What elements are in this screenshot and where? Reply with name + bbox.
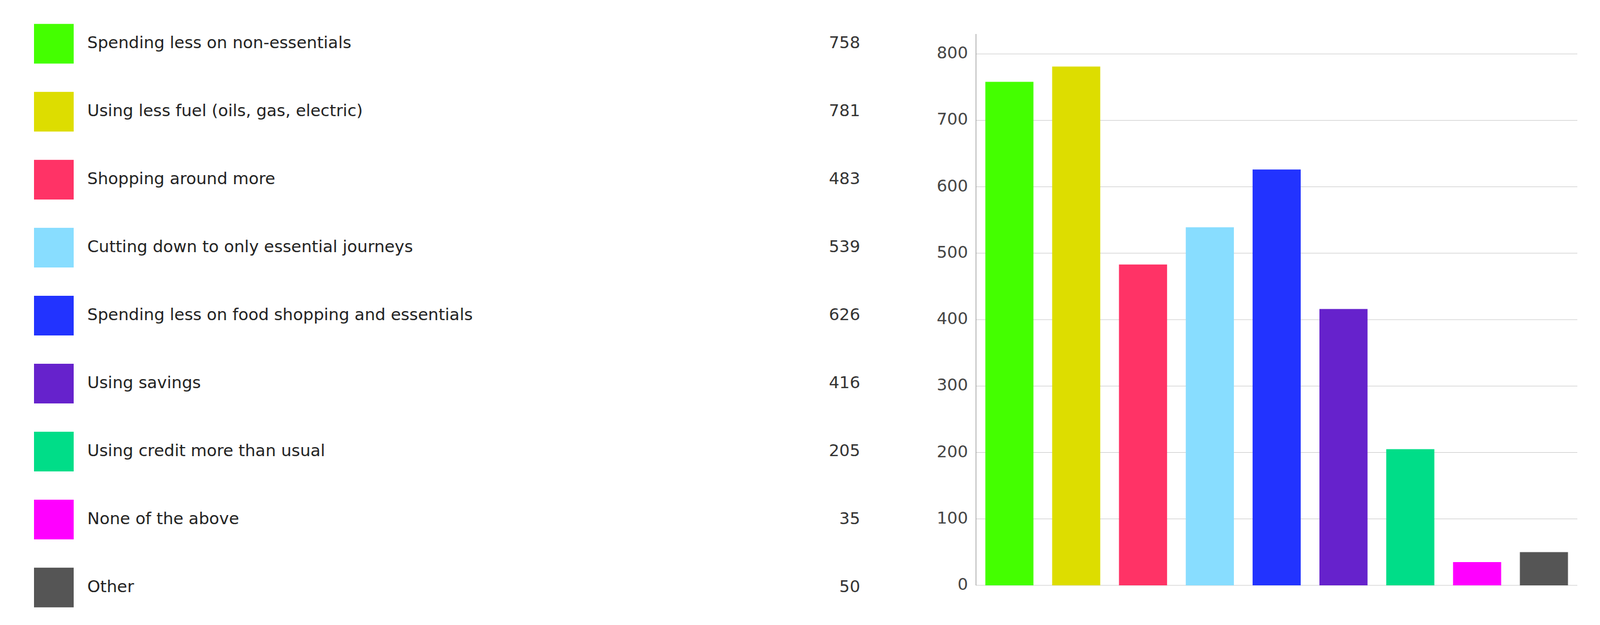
legend-swatch <box>34 567 74 608</box>
y-tick-label: 200 <box>936 442 969 462</box>
legend-label: Spending less on non-essentials <box>87 32 352 53</box>
y-axis: 0 100 200 300 400 500 600 700 800 <box>936 34 1578 594</box>
legend-swatch <box>34 159 74 200</box>
legend-swatch <box>34 91 74 132</box>
legend-label: Using credit more than usual <box>87 440 326 461</box>
y-tick-label: 400 <box>936 308 969 329</box>
chart-svg: Spending less on non-essentials 758 Using … <box>0 0 1600 625</box>
legend-value: 758 <box>828 32 860 53</box>
bars <box>985 66 1569 586</box>
legend-value: 781 <box>828 100 860 121</box>
bar <box>1185 227 1234 586</box>
y-tick-label: 700 <box>936 109 969 129</box>
legend-label: Spending less on food shopping and essen… <box>87 304 473 325</box>
y-tick-label: 500 <box>936 242 969 262</box>
legend-label: Cutting down to only essential journeys <box>87 236 414 257</box>
legend-label: None of the above <box>87 508 240 529</box>
legend-value: 35 <box>839 508 861 529</box>
bar <box>1051 66 1101 586</box>
grid-line <box>975 53 1578 55</box>
legend-swatch <box>34 363 74 404</box>
legend-value: 626 <box>828 304 860 325</box>
legend-label: Using savings <box>87 372 201 393</box>
legend-value: 483 <box>828 168 860 189</box>
bar <box>1520 552 1569 586</box>
y-tick-label: 0 <box>957 574 969 594</box>
legend: Spending less on non-essentials 758 Using … <box>34 23 861 608</box>
legend-label: Shopping around more <box>87 168 276 189</box>
y-tick-label: 300 <box>936 375 969 395</box>
bar <box>1252 169 1301 586</box>
legend-swatch <box>34 23 74 64</box>
legend-swatch <box>34 295 74 336</box>
bar <box>1386 449 1435 586</box>
legend-label: Using less fuel (oils, gas, electric) <box>87 100 363 121</box>
y-tick-label: 100 <box>936 508 969 528</box>
legend-value: 416 <box>828 372 860 393</box>
bar <box>985 81 1034 586</box>
legend-value: 539 <box>828 236 860 257</box>
y-tick-label: 600 <box>936 176 969 196</box>
legend-label: Other <box>87 576 134 597</box>
legend-swatch <box>34 431 74 472</box>
legend-swatch <box>34 499 74 540</box>
bar <box>1118 264 1167 586</box>
legend-swatch <box>34 227 74 268</box>
bar <box>1319 308 1368 586</box>
y-tick-label: 800 <box>936 43 969 63</box>
legend-value: 50 <box>839 576 861 597</box>
bar <box>1453 562 1502 586</box>
y-axis-line <box>975 34 977 586</box>
legend-value: 205 <box>828 440 860 461</box>
chart-container: Spending less on non-essentials 758 Using … <box>0 0 1600 625</box>
